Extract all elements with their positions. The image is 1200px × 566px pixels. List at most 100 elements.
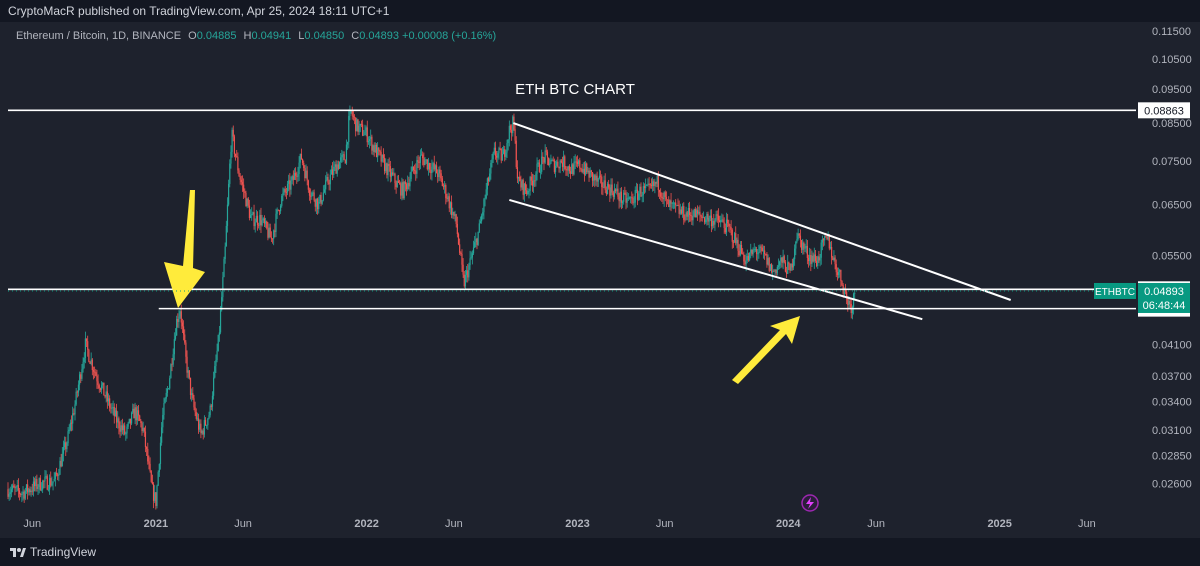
trend-line[interactable] — [509, 199, 923, 321]
horizontal-levels[interactable] — [8, 109, 1136, 310]
tradingview-brand[interactable]: TradingView — [10, 545, 96, 559]
price-axis[interactable]: 0.11500 0.10500 0.09500 0.08500 0.07500 0.065… — [1152, 26, 1192, 490]
candle-body — [712, 220, 714, 227]
candle-body — [511, 129, 513, 134]
candle-body — [431, 166, 433, 174]
candle-body — [613, 189, 616, 197]
candle-body — [586, 163, 588, 173]
candle-body — [377, 147, 379, 158]
candle-body — [358, 125, 360, 132]
candle-body — [628, 197, 631, 199]
candle-body — [409, 178, 411, 187]
candle-body — [507, 139, 509, 144]
candle-body — [722, 219, 724, 223]
candle-body — [206, 425, 208, 426]
annotation-arrows[interactable] — [164, 190, 800, 384]
candle-body — [104, 395, 106, 397]
candle-body — [482, 212, 484, 216]
candle-body — [509, 125, 512, 130]
time-axis[interactable]: Jun 2021 Jun 2022 Jun 2023 Jun 2024 Jun 2025 Jun — [23, 518, 1095, 530]
candle-body — [97, 381, 99, 386]
candle-body — [491, 159, 493, 164]
candle-body — [211, 395, 214, 407]
close-value: 0.04893 — [359, 30, 399, 42]
candle-body — [259, 214, 261, 226]
candle-body — [226, 204, 229, 226]
candle-body — [308, 189, 311, 196]
candle-body — [307, 180, 309, 190]
candle-body — [282, 193, 284, 196]
trend-line[interactable] — [513, 122, 1012, 301]
candle-body — [824, 236, 826, 241]
candle-body — [520, 181, 522, 188]
candle-body — [556, 161, 558, 166]
lightning-icon[interactable] — [801, 494, 819, 512]
candle-body — [740, 244, 743, 254]
candle-body — [81, 369, 83, 379]
candle-body — [276, 209, 278, 214]
candle-body — [470, 257, 472, 259]
candle-body — [100, 385, 103, 391]
candle-body — [697, 210, 699, 214]
candle-body — [151, 481, 153, 485]
candle-body — [678, 205, 680, 214]
time-tick-label: Jun — [1078, 518, 1096, 530]
candle-body — [89, 361, 91, 364]
candle-body — [716, 214, 718, 216]
countdown-label: 06:48:44 — [1143, 300, 1186, 312]
candle-body — [59, 460, 61, 475]
candle-body — [249, 214, 252, 218]
candle-body — [405, 184, 408, 190]
candle-body — [489, 173, 491, 182]
candle-body — [27, 484, 29, 493]
candle-body — [813, 254, 815, 262]
candle-body — [378, 147, 380, 151]
candle-body — [602, 187, 604, 188]
candle-body — [636, 189, 639, 200]
arrow-down-yellow-icon[interactable] — [164, 190, 205, 308]
chart-area[interactable] — [8, 22, 1136, 514]
candle-body — [335, 164, 337, 174]
candle-body — [79, 374, 81, 385]
candle-body — [795, 241, 797, 249]
candle-body — [717, 215, 720, 221]
candle-body — [693, 209, 695, 217]
candle-body — [787, 262, 789, 274]
candle-body — [721, 219, 723, 221]
candle-body — [715, 214, 717, 220]
candle-body — [416, 160, 418, 174]
candle-body — [134, 407, 136, 419]
candle-body — [258, 224, 260, 226]
candle-body — [745, 260, 747, 265]
trend-lines[interactable] — [509, 122, 1012, 321]
candle-body — [550, 160, 552, 164]
candle-body — [392, 172, 394, 175]
candle-body — [55, 473, 58, 475]
arrow-up-yellow-icon[interactable] — [732, 316, 800, 384]
candle-body — [464, 274, 467, 287]
candle-body — [169, 378, 171, 389]
candle-body — [736, 239, 738, 244]
candle-body — [675, 202, 677, 206]
candle-body — [653, 181, 655, 187]
candle-body — [200, 423, 202, 434]
candle-body — [342, 154, 344, 155]
candle-body — [775, 269, 777, 274]
candle-body — [782, 256, 784, 263]
candle-body — [9, 492, 11, 494]
candle-body — [45, 476, 47, 477]
candle-body — [621, 201, 624, 203]
candle-body — [268, 227, 270, 238]
candle-body — [243, 184, 245, 192]
candle-body — [208, 415, 210, 419]
candle-body — [496, 155, 498, 158]
candle-body — [162, 414, 164, 428]
candle-body — [171, 364, 173, 366]
candle-body — [854, 292, 856, 294]
candle-body — [229, 163, 231, 184]
candle-body — [178, 316, 180, 322]
candle-body — [94, 371, 96, 373]
candle-body — [15, 486, 17, 489]
candle-body — [415, 170, 417, 174]
